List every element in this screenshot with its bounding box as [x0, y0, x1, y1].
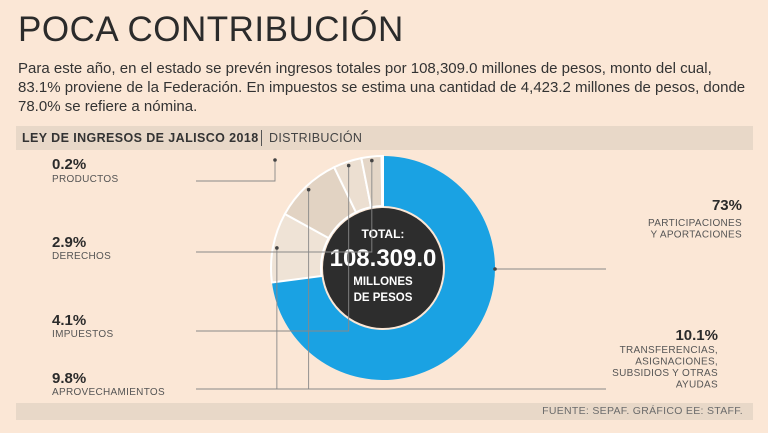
pct-participaciones-y-aportaciones: 73%	[712, 197, 742, 214]
center-unit-line2: DE PESOS	[354, 292, 413, 304]
center-total-label: TOTAL:	[362, 227, 405, 241]
footer-band: FUENTE: SEPAF. GRÁFICO EE: STAFF.	[16, 403, 753, 420]
label-transferencias-asignaciones-subsidios-y-otras-ayudas: TRANSFERENCIAS,	[620, 345, 718, 356]
leader-line-productos	[196, 160, 276, 182]
label-derechos: DERECHOS	[52, 251, 111, 262]
chart-header-band: LEY DE INGRESOS DE JALISCO 2018 DISTRIBU…	[16, 126, 753, 150]
center-unit-line1: MILLONES	[353, 276, 413, 288]
center-total-value: 108.309.0	[330, 245, 437, 272]
chart-title: LEY DE INGRESOS DE JALISCO 2018	[22, 131, 259, 145]
leader-dot-aprovechamientos	[306, 187, 311, 192]
label-productos: PRODUCTOS	[52, 174, 118, 185]
band-divider	[261, 130, 262, 146]
leader-dot-transferencias-asignaciones-subsidios-y-otras-ayudas	[275, 246, 279, 250]
page-title: POCA CONTRIBUCIÓN	[18, 10, 404, 49]
leader-dot-productos	[273, 158, 277, 162]
pct-derechos: 2.9%	[52, 234, 86, 251]
label-participaciones-y-aportaciones: PARTICIPACIONES	[648, 218, 742, 229]
pct-transferencias-asignaciones-subsidios-y-otras-ayudas: 10.1%	[675, 327, 718, 344]
pct-productos: 0.2%	[52, 156, 86, 173]
label-transferencias-asignaciones-subsidios-y-otras-ayudas: AYUDAS	[676, 380, 718, 391]
source-note: FUENTE: SEPAF. GRÁFICO EE: STAFF.	[542, 405, 743, 417]
leader-line-derechos	[196, 160, 373, 253]
label-aprovechamientos: APROVECHAMIENTOS	[52, 387, 165, 398]
leader-dot-derechos	[370, 158, 374, 163]
label-transferencias-asignaciones-subsidios-y-otras-ayudas: SUBSIDIOS Y OTRAS	[612, 368, 718, 379]
center-disc	[323, 208, 443, 328]
label-transferencias-asignaciones-subsidios-y-otras-ayudas: ASIGNACIONES,	[635, 357, 718, 368]
intro-paragraph: Para este año, en el estado se prevén in…	[18, 60, 746, 115]
chart-subtitle: DISTRIBUCIÓN	[269, 131, 363, 145]
slice-participaciones-y-aportaciones	[271, 156, 495, 380]
leader-line-aprovechamientos	[196, 189, 310, 390]
label-participaciones-y-aportaciones: Y APORTACIONES	[651, 230, 742, 241]
leader-dot-participaciones-y-aportaciones	[493, 267, 497, 271]
pct-aprovechamientos: 9.8%	[52, 370, 86, 387]
leader-line-impuestos	[196, 165, 350, 332]
label-impuestos: IMPUESTOS	[52, 329, 113, 340]
slice-productos	[380, 154, 384, 208]
leader-dot-impuestos	[346, 163, 351, 168]
pct-impuestos: 4.1%	[52, 312, 86, 329]
